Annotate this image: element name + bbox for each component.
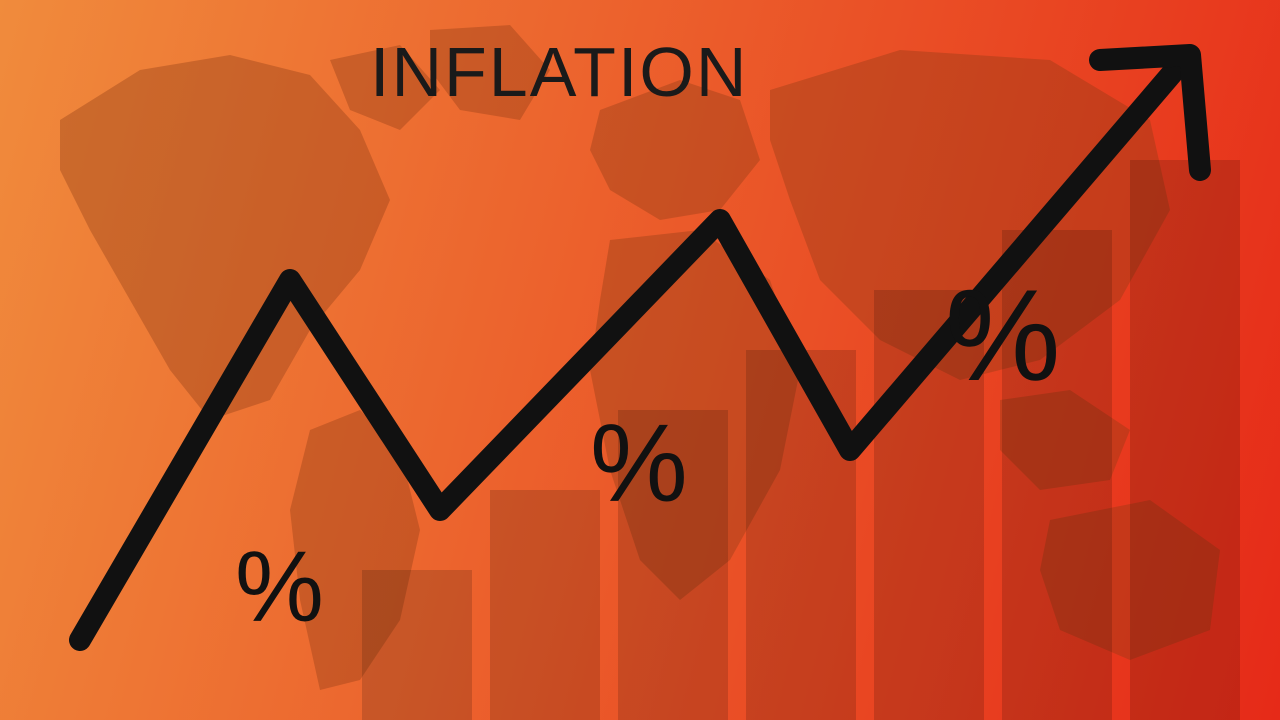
inflation-infographic: INFLATION %%% bbox=[0, 0, 1280, 720]
percent-symbol: % bbox=[945, 260, 1061, 410]
percent-symbol: % bbox=[590, 400, 688, 527]
trend-arrow bbox=[0, 0, 1280, 720]
percent-symbol: % bbox=[235, 530, 324, 645]
